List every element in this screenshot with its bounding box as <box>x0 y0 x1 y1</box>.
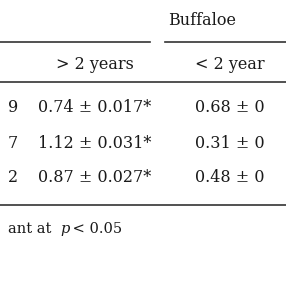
Text: 9: 9 <box>8 100 18 116</box>
Text: 7: 7 <box>8 134 18 152</box>
Text: 0.68 ± 0: 0.68 ± 0 <box>195 100 265 116</box>
Text: 1.12 ± 0.031*: 1.12 ± 0.031* <box>38 134 152 152</box>
Text: < 2 year: < 2 year <box>195 56 265 73</box>
Text: 0.87 ± 0.027*: 0.87 ± 0.027* <box>38 170 152 186</box>
Text: > 2 years: > 2 years <box>56 56 134 73</box>
Text: 0.48 ± 0: 0.48 ± 0 <box>195 170 265 186</box>
Text: 0.31 ± 0: 0.31 ± 0 <box>195 134 265 152</box>
Text: 0.74 ± 0.017*: 0.74 ± 0.017* <box>38 100 152 116</box>
Text: 2: 2 <box>8 170 18 186</box>
Text: ant at: ant at <box>8 222 56 236</box>
Text: Buffaloe: Buffaloe <box>168 12 236 29</box>
Text: p: p <box>60 222 69 236</box>
Text: < 0.05: < 0.05 <box>68 222 122 236</box>
